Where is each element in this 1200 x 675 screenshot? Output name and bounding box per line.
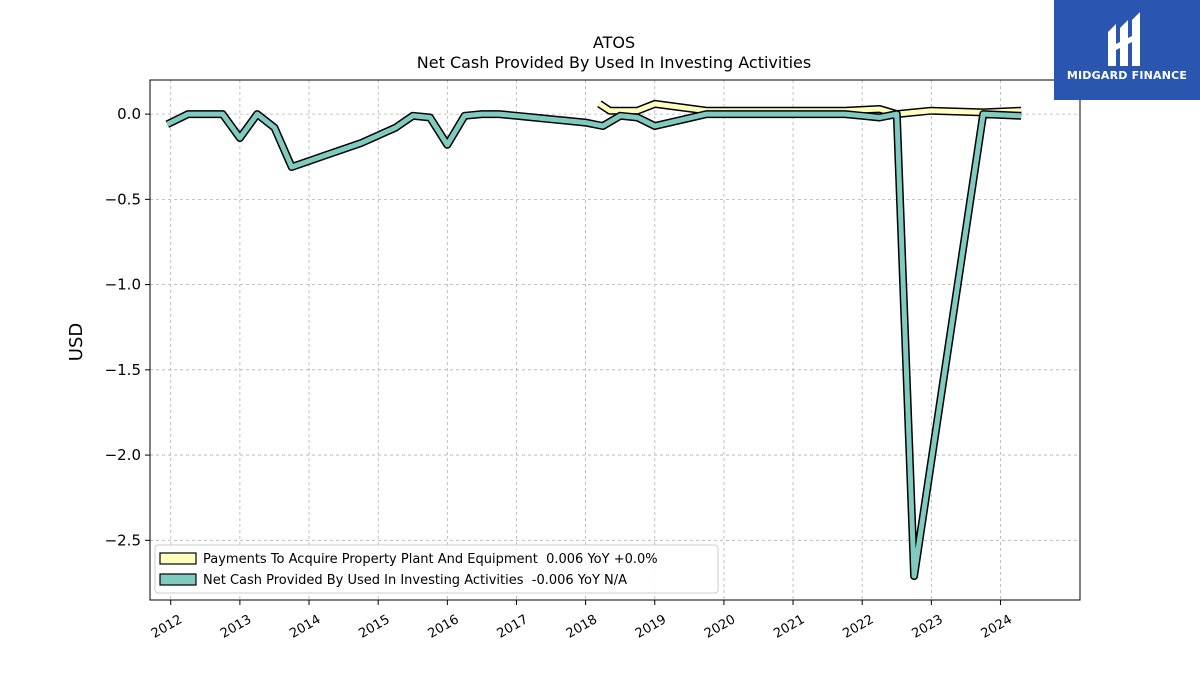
x-axis: 2012 2013 2014 2015 2016 2017 2018 2019 2020 2021… [149,600,1015,642]
x-tick-label: 2019 [633,612,669,642]
legend-swatch [159,573,197,586]
x-tick-label: 2018 [564,612,600,642]
x-tick-label: 2016 [425,612,461,642]
midgard-logo-icon [1108,12,1140,66]
chart-title: ATOS [593,33,635,52]
legend-label: Payments To Acquire Property Plant And E… [203,552,658,567]
x-tick-label: 2024 [979,612,1015,642]
x-tick-label: 2023 [910,612,946,642]
plot-frame [149,79,1081,601]
series-layer [165,99,1022,581]
x-tick-label: 2014 [287,612,323,642]
brand-logo: MIDGARD FINANCE [1054,0,1200,100]
y-tick-label: −2.0 [105,446,141,464]
legend-box [154,544,719,594]
series-2-line [166,111,1022,579]
series-2 [165,110,1022,581]
legend: Payments To Acquire Property Plant And E… [154,544,719,594]
y-tick-label: −1.0 [105,276,141,294]
y-tick-label: −1.5 [105,361,141,379]
x-tick-label: 2022 [840,612,876,642]
brand-name: MIDGARD FINANCE [1066,69,1188,82]
x-tick-label: 2021 [771,612,807,642]
legend-label: Net Cash Provided By Used In Investing A… [203,573,627,588]
x-tick-label: 2013 [218,612,254,642]
chart-subtitle: Net Cash Provided By Used In Investing A… [417,53,811,72]
x-tick-label: 2020 [702,612,738,642]
y-axis: 0.0 −0.5 −1.0 −1.5 −2.0 −2.5 [105,105,150,549]
x-tick-label: 2017 [495,612,531,642]
x-tick-label: 2012 [149,612,185,642]
series-2-outline [165,110,1022,581]
y-tick-label: −2.5 [105,531,141,549]
x-tick-label: 2015 [356,612,392,642]
y-tick-label: 0.0 [117,105,141,123]
y-tick-label: −0.5 [105,190,141,208]
legend-swatch [159,552,197,565]
y-axis-label: USD [66,323,87,361]
